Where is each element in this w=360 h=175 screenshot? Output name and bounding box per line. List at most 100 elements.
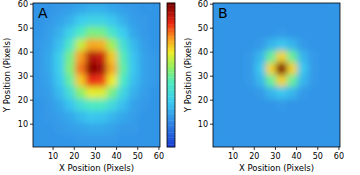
heatmap-cell [139,135,150,147]
colorbar-segment [167,15,175,18]
heatmap-cell [43,111,54,124]
heatmap-cell [86,135,97,147]
heatmap-cell [86,99,97,112]
heatmap-cell [117,15,128,28]
heatmap-cell [319,99,330,112]
heatmap-cell [276,63,287,76]
heatmap-cell [266,63,277,76]
heatmap-cell [213,99,224,112]
heatmap-cell [117,75,128,88]
heatmap-cell [64,3,75,15]
heatmap-cell [297,27,308,40]
heatmap-cell [107,63,118,76]
x-tick [137,147,138,150]
heatmap-cell [308,123,319,136]
colorbar-segment [167,140,175,143]
heatmap-cell [213,27,224,40]
heatmap-cell [86,3,97,15]
heatmap-cell [287,51,298,64]
heatmap-cell [329,15,340,28]
heatmap-cell [33,27,44,40]
colorbar-segment [167,53,175,56]
heatmap-cell [149,123,160,136]
x-tick [116,147,117,150]
heatmap-cell [276,135,287,147]
heatmap-cell [329,135,340,147]
heatmap-cell [43,51,54,64]
y-axis-label: Y Position (Pixels) [2,38,12,113]
heatmap-cell [276,111,287,124]
x-tick [275,147,276,150]
heatmap-cell [329,111,340,124]
x-tick [158,147,159,150]
y-tick-label: 50 [198,24,208,33]
heatmap-cell [43,99,54,112]
colorbar-segment [167,72,175,75]
heatmap-cell [329,123,340,136]
colorbar-segment [167,118,175,121]
heatmap-cell [244,39,255,52]
heatmap-cell [234,123,245,136]
heatmap-cell [54,111,65,124]
heatmap-cell [117,27,128,40]
heatmap-cell [96,75,107,88]
heatmap-cell [255,63,266,76]
heatmap-area [33,3,160,147]
heatmap-cell [54,75,65,88]
x-tick-label: 50 [313,152,323,161]
heatmap-cells [33,3,160,147]
heatmap-cell [86,123,97,136]
heatmap-cell [255,27,266,40]
heatmap-cell [139,15,150,28]
heatmap-cell [64,63,75,76]
heatmap-cell [266,111,277,124]
heatmap-cell [86,51,97,64]
heatmap-cell [96,27,107,40]
heatmap-cell [276,3,287,15]
heatmap-cell [54,135,65,147]
panel-label: B [218,5,228,21]
heatmap-cell [213,87,224,100]
heatmap-cell [297,75,308,88]
heatmap-cell [139,123,150,136]
heatmap-cell [96,39,107,52]
heatmap-cell [64,27,75,40]
colorbar-segment [167,5,175,8]
colorbar-segment [167,68,175,71]
heatmap-cell [149,111,160,124]
heatmap-cell [287,3,298,15]
heatmap-cell [255,111,266,124]
heatmap-cell [319,75,330,88]
plot-frame [33,3,160,147]
y-tick [30,124,33,125]
heatmap-cell [213,51,224,64]
heatmap-cell [223,135,234,147]
panel-label: A [38,5,48,21]
plot-background [213,3,340,147]
heatmap-cell [96,15,107,28]
heatmap-cell [255,135,266,147]
heatmap-cell [43,123,54,136]
heatmap-cell [86,63,97,76]
x-axis-label: X Position (Pixels) [59,163,134,173]
heatmap-cell [244,123,255,136]
figure: 102030405060102030405060X Position (Pixe… [0,0,360,175]
heatmap-cell [255,99,266,112]
y-tick [210,4,213,5]
colorbar-segment [167,41,175,44]
heatmap-cell [75,39,86,52]
heatmap-cell [107,123,118,136]
colorbar-segment [167,82,175,85]
heatmap-cell [128,123,139,136]
heatmap-cell [329,27,340,40]
y-tick-label: 60 [18,0,28,9]
y-tick-label: 40 [18,48,28,57]
heatmap-cell [308,51,319,64]
heatmap-cell [107,3,118,15]
heatmap-cell [117,51,128,64]
heatmap-cell [234,99,245,112]
colorbar-segment [167,130,175,133]
colorbar-segment [167,137,175,140]
colorbar-segment [167,8,175,11]
heatmap-cell [128,111,139,124]
